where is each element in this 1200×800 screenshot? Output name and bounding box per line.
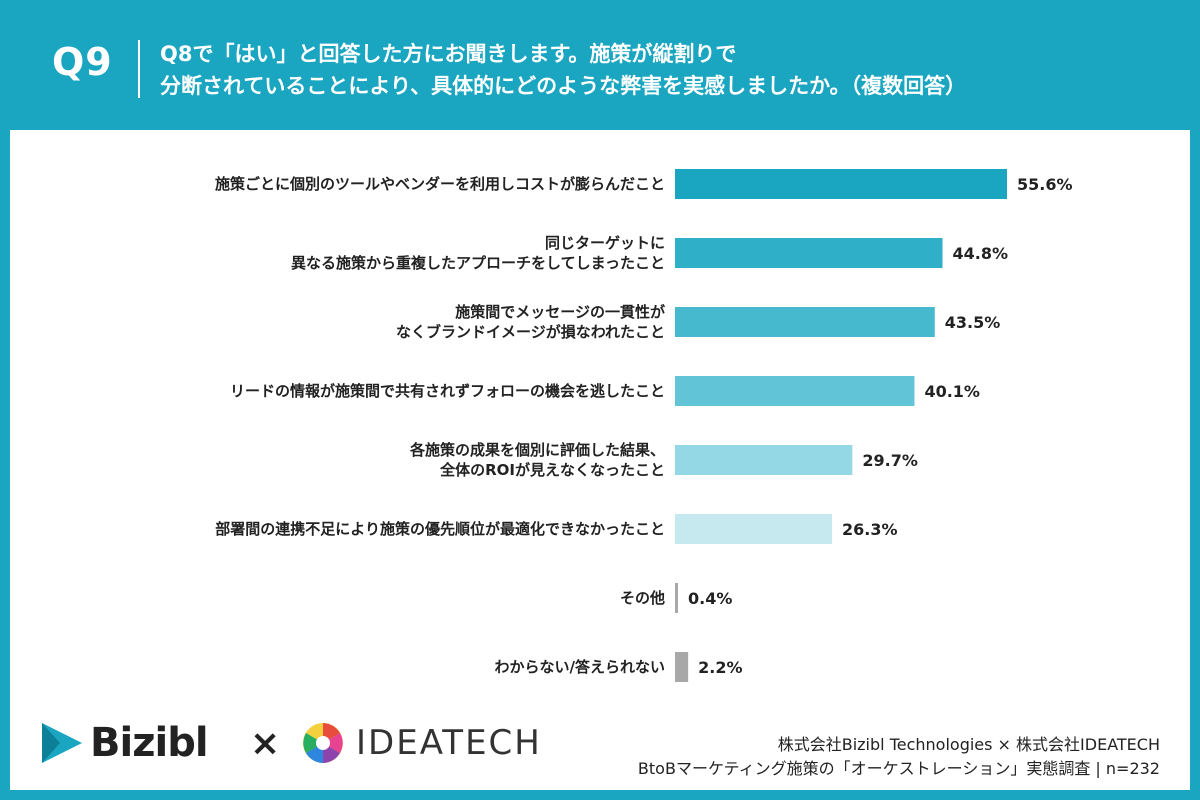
bar-3 <box>675 376 915 406</box>
category-label-6-0: その他 <box>620 589 665 607</box>
question-line-2: 分断されていることにより、具体的にどのような弊害を実感しましたか。（複数回答） <box>160 74 967 98</box>
category-label-7-0: わからない/答えられない <box>495 658 665 676</box>
credit-survey: BtoBマーケティング施策の「オーケストレーション」実態調査 | n=232 <box>637 759 1160 778</box>
ideatech-wordmark: IDEATECH <box>356 723 542 763</box>
credit-block: 株式会社Bizibl Technologies × 株式会社IDEATECH B… <box>638 733 1160 781</box>
category-label-3-0: リードの情報が施策間で共有されずフォローの機会を逃したこと <box>230 382 665 400</box>
category-label-2-0: 施策間でメッセージの一貫性が <box>455 303 666 321</box>
value-label-0: 55.6% <box>1017 175 1073 194</box>
ideatech-color-wheel-icon <box>303 723 343 763</box>
header-divider <box>138 40 140 98</box>
category-label-1-0: 同じターゲットに <box>545 234 665 252</box>
credit-companies: 株式会社Bizibl Technologies × 株式会社IDEATECH <box>777 735 1160 754</box>
question-line-1: Q8で「はい」と回答した方にお聞きします。施策が縦割りで <box>160 42 737 66</box>
category-label-4-0: 各施策の成果を個別に評価した結果、 <box>409 441 665 459</box>
category-label-1-1: 異なる施策から重複したアプローチをしてしまったこと <box>291 254 665 272</box>
bar-0 <box>675 169 1007 199</box>
category-label-4-1: 全体のROIが見えなくなったこと <box>439 461 665 479</box>
ideatech-logo: IDEATECH <box>300 715 542 771</box>
bar-5 <box>675 514 833 544</box>
header: Q9 Q8で「はい」と回答した方にお聞きします。施策が縦割りで 分断されているこ… <box>0 0 1200 128</box>
chart-panel: 施策ごとに個別のツールやベンダーを利用しコストが膨らんだこと 55.6% 同じターゲ… <box>10 130 1190 790</box>
bar-1 <box>675 238 943 268</box>
value-label-6: 0.4% <box>688 589 732 608</box>
category-label-2-1: なくブランドイメージが損なわれたこと <box>396 323 665 341</box>
bar-4 <box>675 445 853 475</box>
bar-7 <box>675 652 689 682</box>
value-label-5: 26.3% <box>842 520 898 539</box>
bar-chart: 施策ごとに個別のツールやベンダーを利用しコストが膨らんだこと 55.6% 同じターゲ… <box>215 169 1073 682</box>
value-label-1: 44.8% <box>953 244 1009 263</box>
value-label-4: 29.7% <box>862 451 918 470</box>
bizibl-logo: Bizibl <box>38 715 209 771</box>
collab-times-sign: × <box>250 723 281 764</box>
value-label-2: 43.5% <box>945 313 1001 332</box>
question-number: Q9 <box>52 40 113 84</box>
bizibl-play-icon <box>42 723 82 763</box>
category-label-5-0: 部署間の連携不足により施策の優先順位が最適化できなかったこと <box>215 520 665 538</box>
bar-2 <box>675 307 935 337</box>
value-label-7: 2.2% <box>698 658 742 677</box>
question-text: Q8で「はい」と回答した方にお聞きします。施策が縦割りで 分断されていることによ… <box>160 38 1160 102</box>
value-label-3: 40.1% <box>924 382 980 401</box>
bar-6 <box>675 583 678 613</box>
category-label-0-0: 施策ごとに個別のツールやベンダーを利用しコストが膨らんだこと <box>215 175 665 193</box>
bizibl-wordmark: Bizibl <box>90 720 209 766</box>
